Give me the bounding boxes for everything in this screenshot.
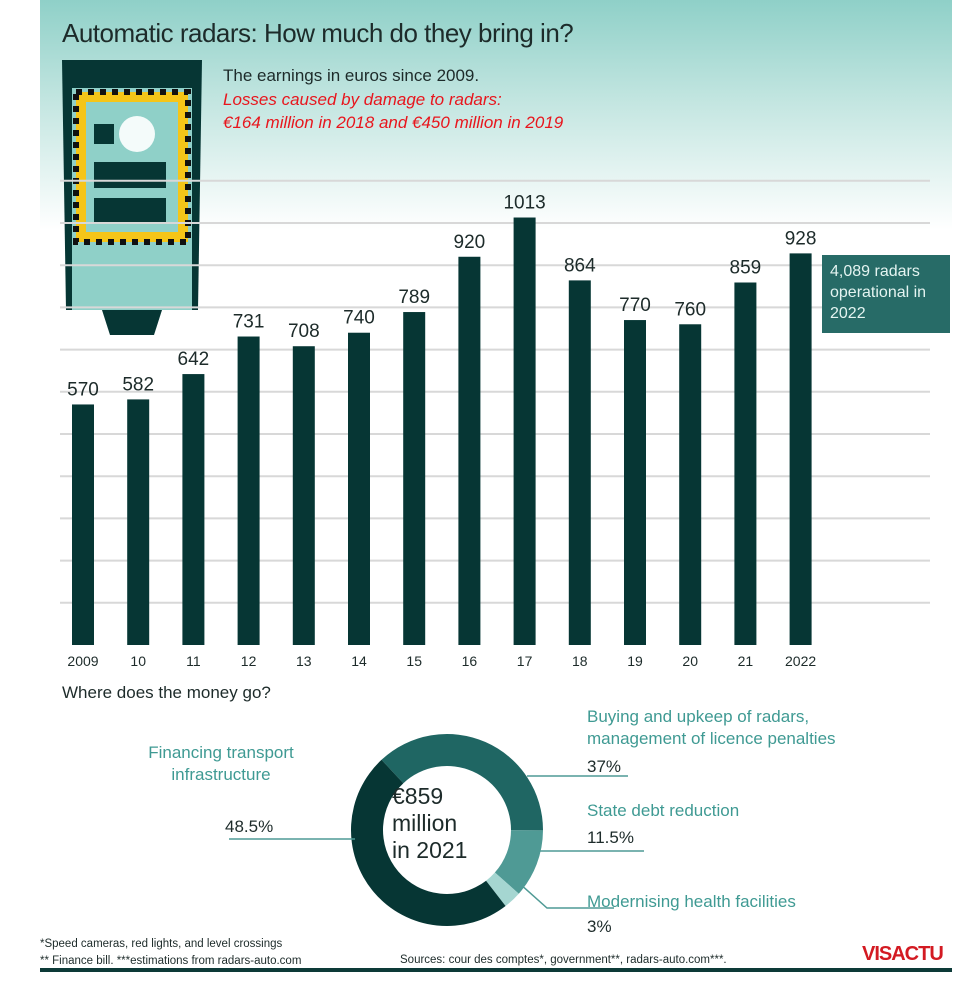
x-tick-label: 15: [406, 653, 422, 669]
data-label: 642: [178, 349, 210, 370]
x-tick-label: 13: [296, 653, 312, 669]
radars-operational-note: 4,089 radars operational in 2022: [822, 255, 950, 333]
bar: [624, 320, 646, 645]
slice-label-health: Modernising health facilities: [587, 892, 796, 911]
slice-pct-radars: 37%: [587, 757, 622, 776]
slice-pct-health: 3%: [587, 917, 612, 936]
data-label: 920: [454, 232, 486, 253]
bar: [292, 346, 315, 645]
page-title: Automatic radars: How much do they bring…: [62, 18, 574, 48]
x-tick-label: 11: [186, 653, 201, 669]
center-unit: million: [392, 810, 458, 836]
bar: [513, 217, 536, 645]
data-label: 789: [398, 287, 430, 308]
bar: [182, 374, 205, 645]
donut-slice: [494, 830, 543, 894]
x-tick-label: 2009: [67, 653, 98, 669]
x-tick-label: 18: [572, 653, 588, 669]
footnote-2: ** Finance bill. ***estimations from rad…: [40, 955, 302, 967]
radar-illustration: [62, 60, 202, 335]
data-label: 864: [564, 255, 596, 276]
visactu-logo: VISACTU: [862, 943, 944, 965]
donut-center-label: €859 million in 2021: [392, 783, 467, 864]
x-tick-label: 12: [241, 653, 257, 669]
data-label: 740: [343, 308, 375, 329]
data-label: 928: [785, 228, 817, 249]
bottom-rule: [40, 968, 952, 972]
x-tick-label: 20: [682, 653, 698, 669]
x-tick-label: 19: [627, 653, 643, 669]
data-label: 708: [288, 321, 320, 342]
x-tick-label: 14: [351, 653, 367, 669]
bar: [237, 336, 260, 645]
slice-label-transport: Financing transport infrastructure: [148, 743, 294, 784]
sources: Sources: cour des comptes*, government**…: [400, 954, 727, 966]
bar-chart: 570 2009 582 10 642 11 731 12 708 13 740 14 789 15 920…: [60, 179, 930, 669]
center-year: in 2021: [392, 837, 468, 863]
data-label: 582: [122, 374, 154, 395]
slice-pct-debt: 11.5%: [587, 828, 634, 847]
x-tick-label: 16: [462, 653, 478, 669]
bar: [348, 332, 370, 645]
donut-slice: [381, 734, 543, 831]
data-label: 1013: [503, 193, 545, 214]
donut-slice: [350, 759, 506, 927]
x-tick-label: 10: [130, 653, 146, 669]
donut-title: Where does the money go?: [62, 683, 271, 702]
data-label: 770: [619, 295, 651, 316]
slice-pct-transport: 48.5%: [225, 817, 274, 836]
slice-label-radars: Buying and upkeep of radars, management …: [587, 707, 836, 748]
x-tick-label: 21: [738, 653, 754, 669]
donut-slice: [486, 872, 519, 907]
bar: [734, 282, 757, 645]
leader-line: [509, 874, 614, 909]
data-label: 570: [67, 379, 99, 400]
subtitle: The earnings in euros since 2009.: [223, 66, 480, 85]
bar: [458, 256, 481, 645]
losses-line-2: €164 million in 2018 and €450 million in…: [223, 113, 564, 132]
data-label: 859: [730, 258, 762, 279]
data-label: 731: [233, 312, 265, 333]
bar: [127, 399, 150, 645]
x-tick-label: 2022: [785, 653, 816, 669]
center-amount: €859: [392, 783, 444, 809]
bar: [403, 312, 426, 645]
data-label: 760: [674, 299, 706, 320]
losses-line-1: Losses caused by damage to radars:: [223, 90, 502, 109]
bar: [568, 280, 591, 645]
slice-label-debt: State debt reduction: [587, 801, 740, 820]
bar: [789, 253, 812, 645]
footnote-1: *Speed cameras, red lights, and level cr…: [40, 938, 283, 950]
x-tick-label: 17: [517, 653, 533, 669]
bar: [72, 404, 94, 645]
bar: [679, 324, 702, 645]
